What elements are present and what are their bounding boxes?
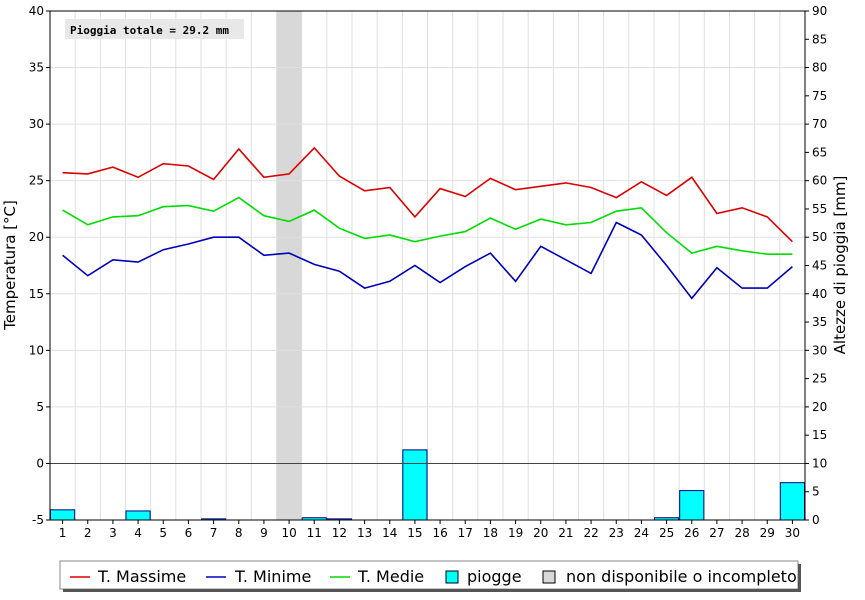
x-tick-label: 13 [357,526,372,540]
x-tick-label: 23 [609,526,624,540]
y-right-tick-label: 0 [812,513,820,527]
x-tick-label: 20 [533,526,548,540]
x-tick-label: 16 [432,526,447,540]
x-tick-label: 7 [210,526,218,540]
y-right-tick-label: 35 [812,315,827,329]
legend-max-label: T. Massime [97,567,186,586]
x-tick-label: 30 [785,526,800,540]
y-right-tick-label: 5 [812,485,820,499]
y-left-tick-label: 25 [29,174,44,188]
series-line-tmedie [62,196,793,255]
series-line-tminime [62,221,793,300]
y-left-tick-label: -5 [32,513,44,527]
y-left-tick-label: 0 [36,456,44,470]
x-tick-label: 27 [709,526,724,540]
y-right-tick-label: 70 [812,117,827,131]
rain-bar-1 [50,509,76,521]
y-left-tick-label: 30 [29,117,44,131]
y-right-tick-label: 90 [812,4,827,18]
y-right-tick-label: 85 [812,32,827,46]
x-tick-label: 24 [634,526,649,540]
unavailable-band-10 [276,11,302,520]
legend-rain-label: piogge [467,567,522,586]
x-tick-label: 18 [483,526,498,540]
rain-bar-26 [679,490,705,521]
x-tick-label: 22 [583,526,598,540]
y-left-tick-label: 10 [29,343,44,357]
x-tick-label: 10 [281,526,296,540]
series-line-tmassime [62,146,793,243]
x-tick-label: 17 [458,526,473,540]
y-right-tick-label: 10 [812,456,827,470]
plot-area: -505101520253035400510152025303540455055… [29,4,828,540]
x-tick-label: 11 [307,526,322,540]
y-left-tick-label: 35 [29,61,44,75]
legend-unavailable-label: non disponibile o incompleto [566,567,797,586]
y-right-tick-label: 60 [812,174,827,188]
rain-bar-15 [402,449,428,521]
x-tick-label: 3 [109,526,117,540]
legend-shadow-bottom [63,589,801,592]
legend-shadow-right [798,564,801,591]
y-left-tick-label: 40 [29,4,44,18]
x-tick-label: 21 [558,526,573,540]
legend-rain-swatch [445,570,459,584]
y-right-tick-label: 15 [812,428,827,442]
x-tick-label: 28 [734,526,749,540]
annotation-box [65,19,244,39]
rain-bar-4 [125,510,151,521]
y-right-tick-label: 30 [812,343,827,357]
total-rain-annotation: Pioggia totale = 29.2 mm [65,19,244,39]
legend-unavailable-swatch [542,570,556,584]
y-axis-left-label: Temperatura [°C] [1,200,19,331]
x-tick-label: 25 [659,526,674,540]
y-right-tick-label: 50 [812,230,827,244]
y-left-tick-label: 20 [29,230,44,244]
y-right-tick-label: 25 [812,372,827,386]
rain-bar-30 [779,482,805,521]
y-left-tick-label: 5 [36,400,44,414]
x-tick-label: 8 [235,526,243,540]
y-right-tick-label: 75 [812,89,827,103]
x-tick-label: 19 [508,526,523,540]
y-right-tick-label: 55 [812,202,827,216]
y-left-tick-label: 15 [29,287,44,301]
y-right-tick-label: 20 [812,400,827,414]
x-tick-label: 1 [59,526,67,540]
legend-avg-label: T. Medie [357,567,424,586]
x-tick-label: 2 [84,526,92,540]
x-tick-label: 12 [332,526,347,540]
x-tick-label: 6 [185,526,193,540]
x-tick-label: 5 [159,526,167,540]
annotation-text: Pioggia totale = 29.2 mm [70,24,229,37]
y-right-tick-label: 40 [812,287,827,301]
x-tick-label: 15 [407,526,422,540]
x-tick-label: 4 [134,526,142,540]
x-tick-label: 29 [760,526,775,540]
legend-min-label: T. Minime [234,567,311,586]
y-right-tick-label: 80 [812,61,827,75]
y-right-tick-label: 45 [812,259,827,273]
x-tick-label: 14 [382,526,397,540]
y-right-tick-label: 65 [812,145,827,159]
legend: T. Massime T. Minime T. Medie piogge non… [59,560,801,592]
x-tick-label: 9 [260,526,268,540]
y-axis-right-label: Altezze di pioggia [mm] [831,176,849,355]
x-tick-label: 26 [684,526,699,540]
